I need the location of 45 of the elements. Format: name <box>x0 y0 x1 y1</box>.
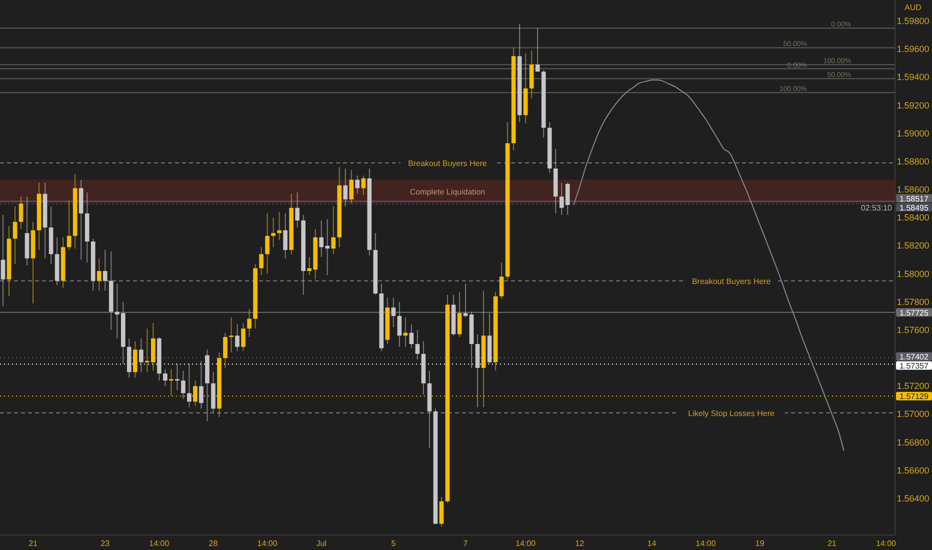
line-series <box>573 80 844 452</box>
y-tick-label: 1.56600 <box>896 465 930 476</box>
y-tick-label: 1.57600 <box>896 324 930 335</box>
x-tick-label: 14:00 <box>696 539 716 548</box>
x-tick-label: 5 <box>391 539 396 548</box>
x-tick-label: 21 <box>28 539 38 548</box>
ref-line-label: 1.57725 <box>900 308 930 318</box>
y-tick-label: 1.58600 <box>896 184 930 195</box>
y-tick-label: 1.57800 <box>896 296 930 307</box>
x-tick-label: 14 <box>647 539 657 548</box>
ref-line-label: 1.58495 <box>900 203 930 212</box>
ref-line-label: 1.57402 <box>900 352 930 362</box>
ref-line-label: 1.58517 <box>900 194 930 204</box>
x-tick-label: 7 <box>463 539 468 548</box>
annotation: Breakout Buyers Here <box>692 276 772 286</box>
x-tick-label: 12 <box>575 539 585 548</box>
y-tick-label: 1.58400 <box>896 212 930 223</box>
x-tick-label: 14:00 <box>516 539 536 548</box>
x-tick-label: 23 <box>100 539 110 548</box>
x-tick-label: 14:00 <box>149 539 170 548</box>
band-label: Complete Liquidation <box>410 188 486 197</box>
y-tick-label: 1.57200 <box>896 381 930 392</box>
annotation: Breakout Buyers Here <box>408 158 488 168</box>
y-tick-label: 1.59200 <box>896 100 930 110</box>
ref-line-label: 1.57129 <box>900 392 930 402</box>
y-tick-label: 1.58800 <box>896 156 930 166</box>
x-tick-label: 14:00 <box>876 539 897 548</box>
y-tick-label: 1.56400 <box>896 493 930 504</box>
x-tick-label: 28 <box>208 539 218 548</box>
annotation: Likely Stop Losses Here <box>688 408 775 418</box>
y-tick-label: 1.58200 <box>896 240 930 251</box>
annotation: 02:53:10 <box>860 203 893 212</box>
y-tick-label: 1.57000 <box>896 409 930 420</box>
y-tick-label: 1.59600 <box>896 44 930 54</box>
x-tick-label: 14:00 <box>257 539 278 548</box>
y-tick-label: 1.59800 <box>896 16 930 26</box>
ref-line-label: 1.57357 <box>900 361 930 370</box>
y-tick-label: 1.58000 <box>896 268 930 279</box>
y-tick-label: 1.59400 <box>896 72 930 82</box>
x-tick-label: 21 <box>827 539 837 548</box>
x-tick-label: 19 <box>755 539 765 548</box>
x-tick-label: Jul <box>316 539 327 548</box>
y-tick-label: 1.59000 <box>896 128 930 138</box>
y-axis-title: AUD <box>904 3 922 12</box>
y-tick-label: 1.56800 <box>896 437 930 448</box>
